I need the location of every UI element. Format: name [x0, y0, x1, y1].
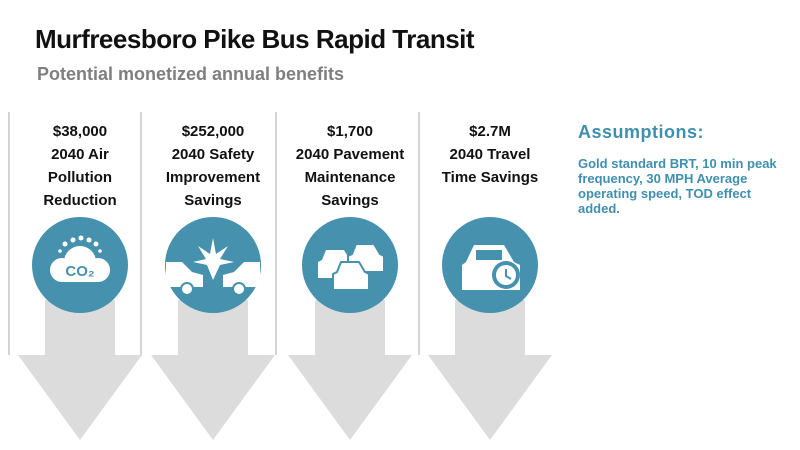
benefit: $1,700 2040 Pavement Maintenance Savings — [285, 120, 415, 212]
icon-crash — [166, 238, 260, 296]
assumptions-title: Assumptions: — [578, 122, 705, 142]
benefit-value: $38,000 — [52, 123, 108, 140]
icon-cars — [318, 243, 385, 291]
benefit-label: 2040 Pavement Maintenance Savings — [295, 146, 405, 209]
dividers — [8, 112, 420, 355]
icon-co2: CO₂ — [50, 235, 110, 282]
benefit: $252,000 2040 Safety Improvement Savings — [148, 120, 278, 212]
benefit-label: 2040 Air Pollution Reduction — [43, 146, 117, 209]
benefit-label: 2040 Safety Improvement Savings — [165, 146, 261, 209]
benefit-value: $1,700 — [327, 123, 373, 140]
icon-car-time — [462, 245, 520, 290]
assumptions-text: Gold standard BRT, 10 min peak frequency… — [578, 156, 777, 216]
title: Murfreesboro Pike Bus Rapid Transit — [35, 24, 475, 54]
benefit: $2.7M 2040 Travel Time Savings — [425, 120, 555, 189]
benefit-label: 2040 Travel Time Savings — [441, 146, 539, 186]
benefit: $38,000 2040 Air Pollution Reduction — [15, 120, 145, 212]
icon-text: CO₂ — [65, 263, 94, 280]
benefit-value: $2.7M — [469, 123, 511, 140]
subtitle: Potential monetized annual benefits — [37, 64, 345, 84]
benefit-value: $252,000 — [181, 123, 245, 140]
arrows — [18, 300, 552, 440]
